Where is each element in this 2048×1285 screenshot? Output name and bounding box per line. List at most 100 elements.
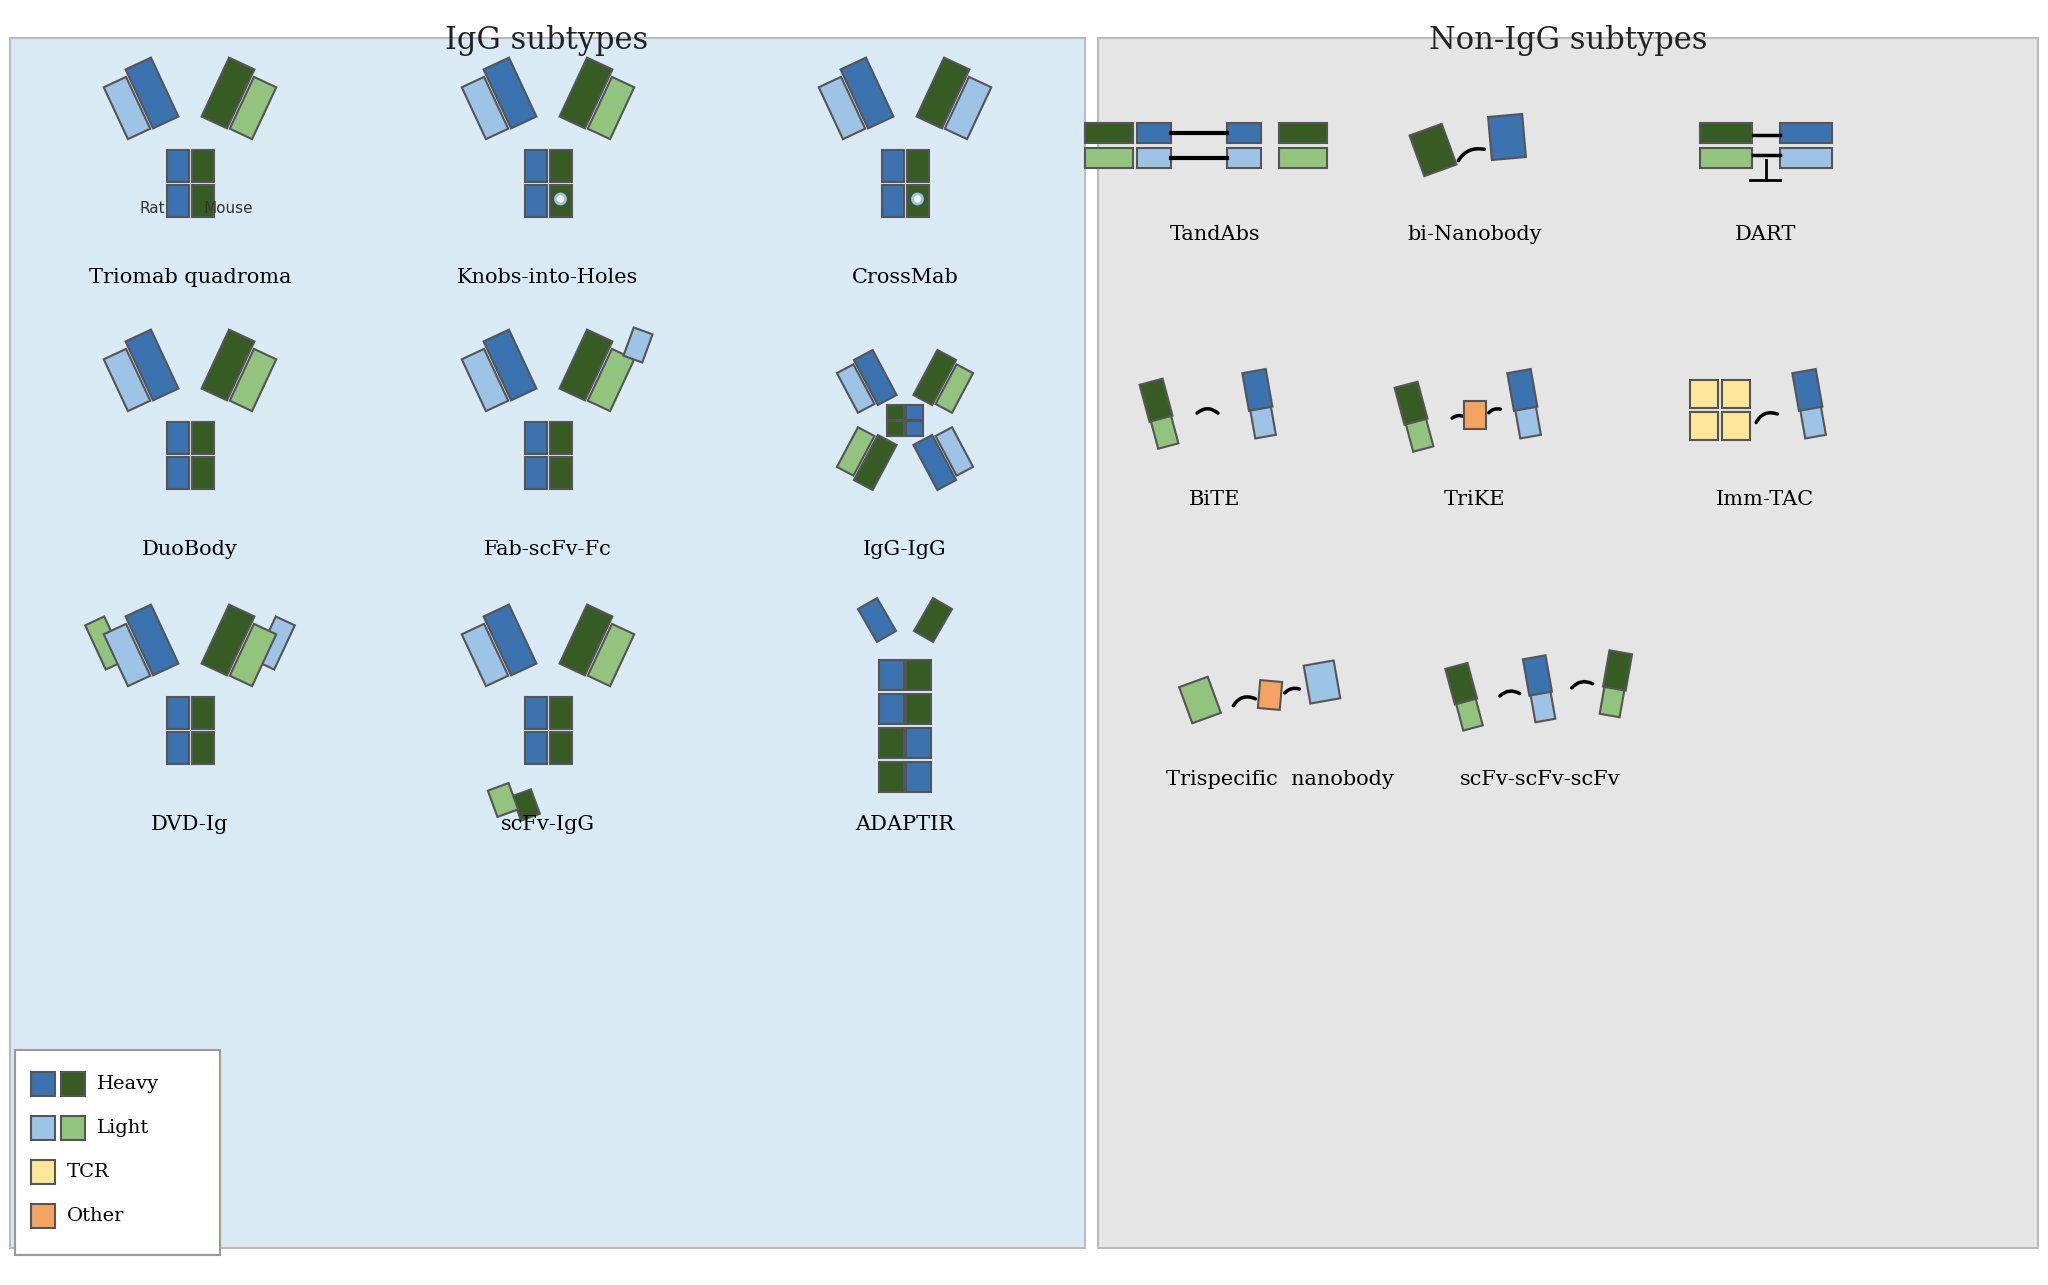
Bar [879,694,903,723]
Polygon shape [1599,682,1626,717]
Polygon shape [1489,114,1526,161]
Text: TriKE: TriKE [1444,490,1505,509]
Bar [1137,122,1171,143]
Bar [193,185,213,216]
Text: Rat: Rat [139,200,164,216]
Text: Imm-TAC: Imm-TAC [1716,490,1815,509]
Polygon shape [854,350,897,405]
Bar [1280,122,1327,143]
Bar [1280,148,1327,167]
Bar [31,1204,55,1228]
Text: Fab-scFv-Fc: Fab-scFv-Fc [483,540,612,559]
Text: Trispecific  nanobody: Trispecific nanobody [1165,770,1395,789]
Bar [549,456,571,488]
Polygon shape [1446,663,1477,704]
Bar [907,185,928,216]
Polygon shape [125,605,178,676]
Bar [524,696,547,729]
Polygon shape [588,625,635,686]
Circle shape [913,194,922,204]
Bar [1137,148,1171,167]
Bar [1085,148,1133,167]
Polygon shape [858,598,897,642]
Polygon shape [936,365,973,412]
Circle shape [555,194,565,204]
Bar [905,660,932,690]
Polygon shape [944,77,991,139]
Polygon shape [1139,379,1174,421]
Text: DuoBody: DuoBody [141,540,238,559]
Bar [905,405,924,420]
Bar [166,731,188,763]
Bar [524,456,547,488]
Polygon shape [1530,686,1554,722]
Bar [887,421,903,437]
Polygon shape [229,625,276,686]
Text: ADAPTIR: ADAPTIR [856,815,954,834]
Bar [1700,122,1751,143]
Bar [549,731,571,763]
Polygon shape [256,617,295,669]
Polygon shape [483,330,537,401]
Polygon shape [913,436,956,490]
Bar [907,149,928,181]
Polygon shape [125,330,178,401]
Polygon shape [1513,402,1540,438]
Bar [1700,148,1751,167]
Text: CrossMab: CrossMab [852,269,958,287]
Polygon shape [125,58,178,128]
Bar [31,1072,55,1096]
Bar [1722,412,1749,439]
Bar [1722,380,1749,409]
Polygon shape [201,605,254,676]
Bar [31,1115,55,1140]
Polygon shape [819,77,864,139]
Polygon shape [1249,402,1276,438]
Polygon shape [104,348,150,411]
Polygon shape [936,427,973,475]
Polygon shape [588,77,635,139]
Bar [524,731,547,763]
Polygon shape [1507,369,1538,411]
Text: Mouse: Mouse [203,200,252,216]
Text: TCR: TCR [68,1163,111,1181]
Bar [1780,148,1833,167]
Polygon shape [1180,677,1221,723]
Text: IgG subtypes: IgG subtypes [444,24,649,57]
Bar [166,421,188,454]
Bar [193,149,213,181]
Bar [1227,148,1262,167]
Polygon shape [838,427,874,475]
Text: BiTE: BiTE [1190,490,1241,509]
Polygon shape [461,625,508,686]
Polygon shape [512,789,541,821]
Polygon shape [1800,402,1827,438]
Bar [193,696,213,729]
Bar [1098,39,2038,1248]
Polygon shape [840,58,893,128]
Polygon shape [559,58,612,128]
Text: Light: Light [96,1119,150,1137]
Polygon shape [201,330,254,401]
Polygon shape [461,348,508,411]
Polygon shape [1395,382,1427,425]
Bar [549,149,571,181]
Polygon shape [1257,680,1282,709]
Text: Non-IgG subtypes: Non-IgG subtypes [1430,24,1708,57]
Bar [166,185,188,216]
Bar [1690,380,1718,409]
Text: TandAbs: TandAbs [1169,225,1260,244]
Polygon shape [623,328,653,362]
Text: IgG-IgG: IgG-IgG [862,540,946,559]
Bar [193,456,213,488]
Polygon shape [1604,650,1632,690]
Bar [524,185,547,216]
Polygon shape [229,77,276,139]
Polygon shape [487,783,518,817]
Bar [905,694,932,723]
Text: DART: DART [1735,225,1796,244]
Bar [14,1050,219,1255]
Polygon shape [461,77,508,139]
Text: bi-Nanobody: bi-Nanobody [1407,225,1542,244]
Polygon shape [483,605,537,676]
